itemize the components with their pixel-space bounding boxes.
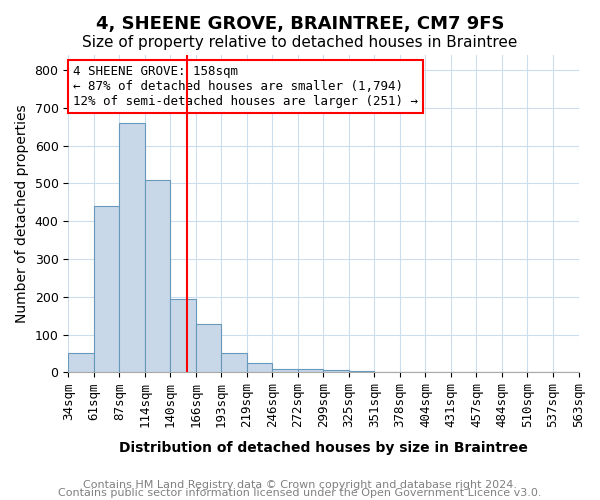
Bar: [221, 354, 247, 372]
Text: Contains HM Land Registry data © Crown copyright and database right 2024.: Contains HM Land Registry data © Crown c…: [83, 480, 517, 490]
Bar: [298, 370, 323, 372]
Bar: [94, 206, 119, 372]
Text: 4, SHEENE GROVE, BRAINTREE, CM7 9FS: 4, SHEENE GROVE, BRAINTREE, CM7 9FS: [96, 15, 504, 33]
Bar: [323, 370, 349, 372]
Bar: [68, 354, 94, 372]
Bar: [119, 123, 145, 372]
Bar: [145, 180, 170, 372]
Bar: [247, 363, 272, 372]
X-axis label: Distribution of detached houses by size in Braintree: Distribution of detached houses by size …: [119, 441, 528, 455]
Text: Contains public sector information licensed under the Open Government Licence v3: Contains public sector information licen…: [58, 488, 542, 498]
Bar: [196, 324, 221, 372]
Text: 4 SHEENE GROVE: 158sqm
← 87% of detached houses are smaller (1,794)
12% of semi-: 4 SHEENE GROVE: 158sqm ← 87% of detached…: [73, 64, 418, 108]
Y-axis label: Number of detached properties: Number of detached properties: [15, 104, 29, 323]
Bar: [170, 298, 196, 372]
Text: Size of property relative to detached houses in Braintree: Size of property relative to detached ho…: [82, 35, 518, 50]
Bar: [272, 368, 298, 372]
